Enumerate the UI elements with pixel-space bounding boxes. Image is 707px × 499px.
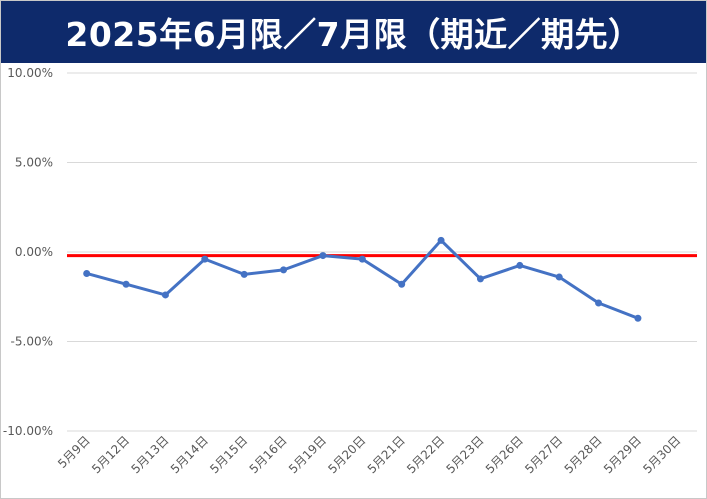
y-tick-label: -10.00% <box>3 424 53 438</box>
data-point <box>476 275 484 283</box>
y-tick-label: 10.00% <box>7 66 53 80</box>
x-tick-label: 5月13日 <box>128 433 171 476</box>
data-point <box>634 314 642 322</box>
x-tick-label: 5月30日 <box>640 433 683 476</box>
y-tick-label: 0.00% <box>15 245 53 259</box>
title-bar: 2025年6月限／7月限（期近／期先） <box>1 1 706 63</box>
x-tick-label: 5月26日 <box>483 433 526 476</box>
x-tick-label: 5月29日 <box>601 433 644 476</box>
x-tick-label: 5月28日 <box>562 433 605 476</box>
x-tick-label: 5月15日 <box>207 433 250 476</box>
x-tick-label: 5月22日 <box>404 433 447 476</box>
data-point <box>595 299 603 307</box>
x-tick-label: 5月9日 <box>55 433 93 471</box>
x-tick-label: 5月12日 <box>89 433 132 476</box>
x-axis-ticks: 5月9日5月12日5月13日5月14日5月15日5月16日5月19日5月20日5… <box>55 433 683 476</box>
x-tick-label: 5月20日 <box>325 433 368 476</box>
data-point <box>161 291 169 299</box>
data-point <box>122 280 130 288</box>
data-point <box>398 280 406 288</box>
data-point <box>319 252 327 260</box>
data-point <box>555 273 563 281</box>
x-tick-label: 5月19日 <box>286 433 329 476</box>
y-tick-label: 5.00% <box>15 156 53 170</box>
y-axis-ticks: 10.00% 5.00% 0.00% -5.00% -10.00% <box>3 66 53 438</box>
data-point <box>201 255 209 263</box>
data-point <box>240 270 248 278</box>
data-point <box>83 269 91 277</box>
data-point <box>516 261 524 269</box>
x-tick-label: 5月23日 <box>443 433 486 476</box>
y-tick-label: -5.00% <box>11 335 53 349</box>
gridlines <box>67 72 697 432</box>
chart-title: 2025年6月限／7月限（期近／期先） <box>65 15 642 54</box>
series-layer <box>83 236 642 322</box>
data-point <box>280 266 288 274</box>
x-tick-label: 5月27日 <box>522 433 565 476</box>
data-point <box>358 255 366 263</box>
data-point <box>437 236 445 244</box>
x-tick-label: 5月21日 <box>365 433 408 476</box>
x-tick-label: 5月16日 <box>247 433 290 476</box>
x-tick-label: 5月14日 <box>168 433 211 476</box>
